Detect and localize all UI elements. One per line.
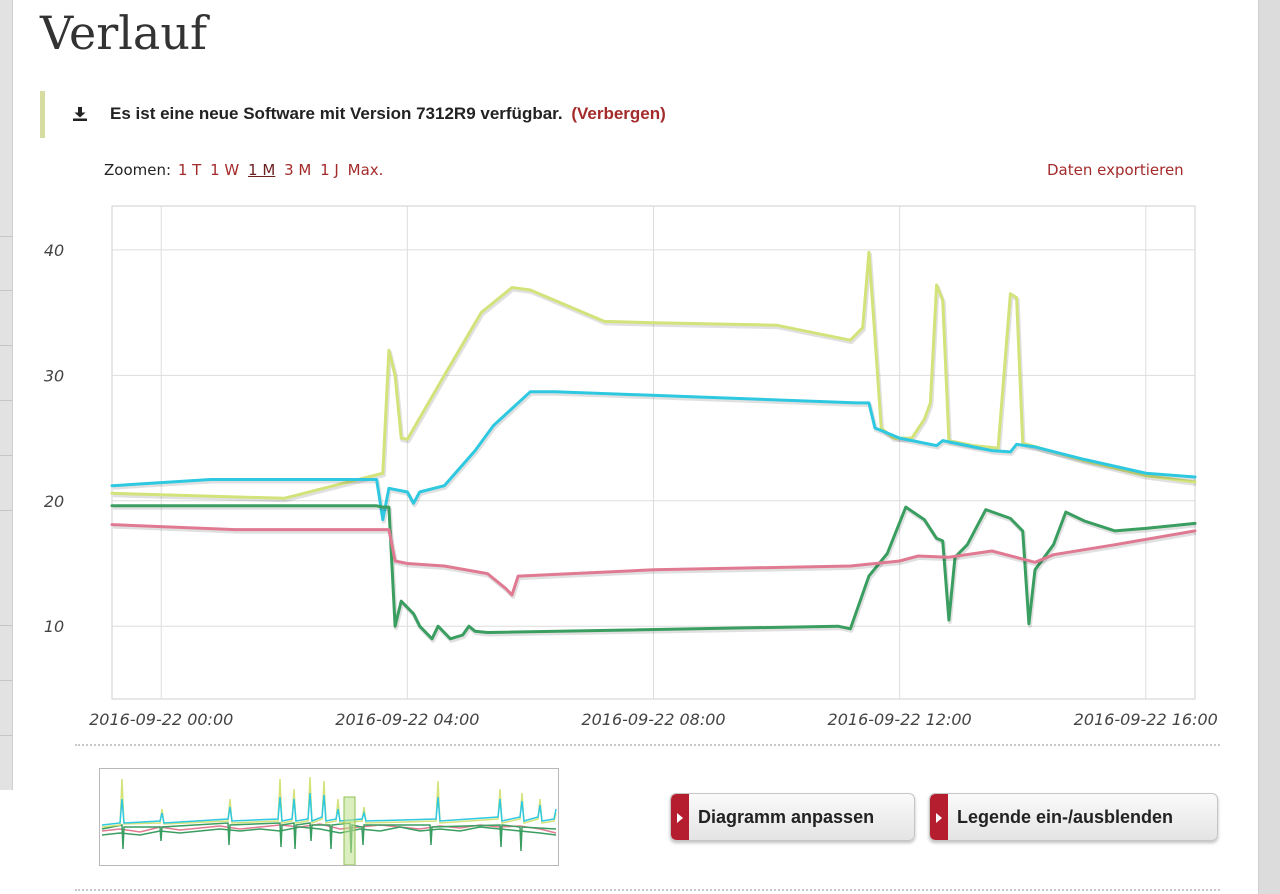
y-tick-label: 20 bbox=[44, 492, 64, 511]
toggle-legend-label: Legende ein-/ausblenden bbox=[957, 806, 1174, 827]
update-notice bbox=[40, 91, 945, 138]
section-divider bbox=[75, 744, 1220, 746]
zoom-option-1-week[interactable]: 1 W bbox=[210, 161, 240, 179]
series-line-4 bbox=[110, 523, 1197, 597]
panel-divider bbox=[0, 345, 12, 346]
zoom-option-max[interactable]: Max. bbox=[347, 161, 384, 179]
panel-divider bbox=[0, 400, 12, 401]
panel-divider bbox=[0, 680, 12, 681]
history-chart: 10 20 30 40 2016-09-22 00:00 2016-09-22 04:0… bbox=[44, 205, 1218, 729]
y-tick-label: 10 bbox=[44, 617, 64, 636]
chart-grid bbox=[111, 205, 1196, 700]
window-scrollbar[interactable] bbox=[1258, 0, 1280, 894]
arrow-right-icon bbox=[671, 794, 689, 840]
series-line-2 bbox=[110, 390, 1197, 522]
panel-divider bbox=[0, 236, 12, 237]
series-line-shadow bbox=[112, 391, 1197, 524]
navigator-overview bbox=[101, 776, 557, 866]
x-tick-label: 2016-09-22 12:00 bbox=[828, 710, 972, 729]
toggle-legend-button[interactable]: Legende ein-/ausblenden bbox=[929, 793, 1218, 841]
panel-divider bbox=[0, 290, 12, 291]
navigator-selection[interactable] bbox=[343, 796, 356, 866]
update-notice-text: Es ist eine neue Software mit Version 73… bbox=[110, 104, 666, 124]
y-axis-ticks: 10 20 30 40 bbox=[44, 241, 64, 636]
x-tick-label: 2016-09-22 08:00 bbox=[581, 710, 725, 729]
x-tick-label: 2016-09-22 04:00 bbox=[335, 710, 479, 729]
panel-divider bbox=[0, 735, 12, 736]
adjust-chart-label: Diagramm anpassen bbox=[698, 806, 875, 827]
zoom-label: Zoomen: bbox=[104, 161, 172, 179]
download-icon bbox=[73, 107, 87, 121]
x-axis-ticks: 2016-09-22 00:00 2016-09-22 04:00 2016-09-… bbox=[89, 710, 1218, 729]
zoom-selector: Zoomen: 1 T 1 W 1 M 3 M 1 J Max. bbox=[104, 161, 385, 179]
page-title: Verlauf bbox=[40, 6, 207, 60]
x-tick-label: 2016-09-22 00:00 bbox=[89, 710, 233, 729]
x-tick-label: 2016-09-22 16:00 bbox=[1074, 710, 1218, 729]
hide-notice-link[interactable]: (Verbergen) bbox=[571, 104, 666, 123]
series-line-1 bbox=[110, 250, 1197, 500]
zoom-option-3-months[interactable]: 3 M bbox=[284, 161, 312, 179]
y-tick-label: 40 bbox=[44, 241, 64, 260]
zoom-option-1-month[interactable]: 1 M bbox=[248, 161, 276, 179]
update-message: Es ist eine neue Software mit Version 73… bbox=[110, 104, 563, 123]
chart-series bbox=[110, 250, 1197, 643]
zoom-option-1-day[interactable]: 1 T bbox=[177, 161, 202, 179]
series-line-3 bbox=[110, 504, 1197, 641]
section-divider bbox=[75, 889, 1220, 891]
panel-divider bbox=[0, 625, 12, 626]
adjust-chart-button[interactable]: Diagramm anpassen bbox=[670, 793, 915, 841]
panel-divider bbox=[0, 510, 12, 511]
arrow-right-icon bbox=[930, 794, 948, 840]
zoom-option-1-year[interactable]: 1 J bbox=[320, 161, 339, 179]
export-data-link[interactable]: Daten exportieren bbox=[1047, 161, 1184, 179]
y-tick-label: 30 bbox=[44, 366, 64, 385]
chart-navigator[interactable] bbox=[99, 768, 559, 866]
panel-divider bbox=[0, 455, 12, 456]
left-panel-edge bbox=[0, 0, 13, 790]
